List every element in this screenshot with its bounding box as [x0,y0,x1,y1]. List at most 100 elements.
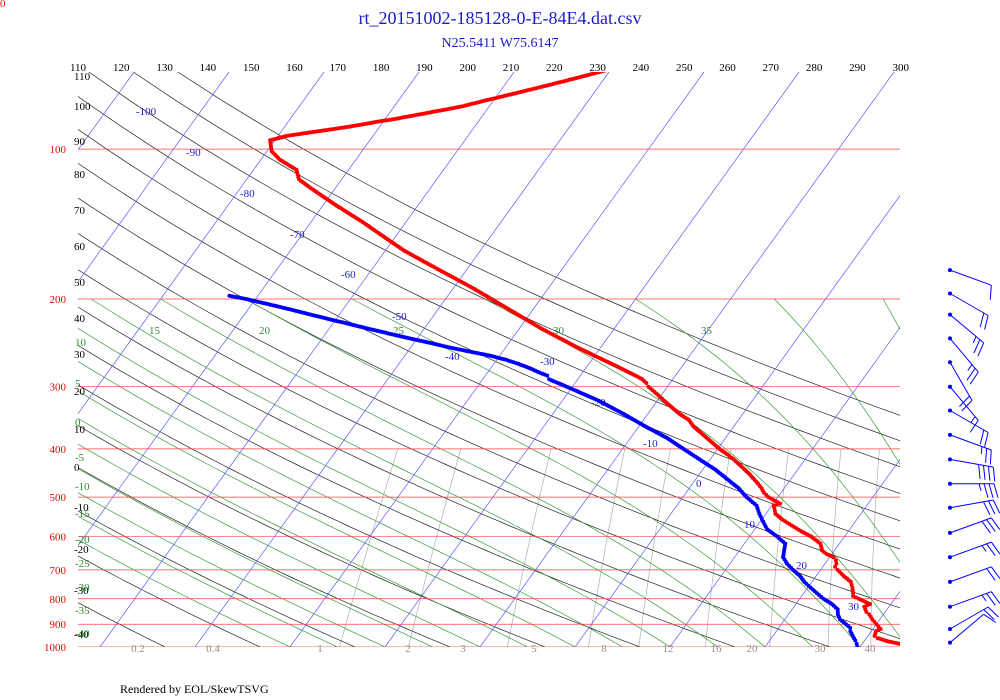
mixing-ratio-line [965,449,968,647]
corner-label: 0 [0,0,6,10]
wind-barb-flag [984,432,989,447]
isotherm-line [955,72,1000,647]
mixing-ratio-label: 2 [405,643,411,655]
isotherm-label: -90 [186,147,201,159]
render-credit: Rendered by EOL/SkewTSVG [120,682,269,696]
wind-barb-flag [989,449,992,465]
sounding-point [646,57,650,61]
dry-adiabat-label: 20 [74,386,86,398]
sounding-point [667,51,671,55]
theta-top-label: 200 [459,62,476,74]
wind-barb [948,432,992,465]
wind-barb-flag [973,339,981,354]
theta-top-label: 290 [849,62,866,74]
dry-adiabat-label: 80 [74,169,86,181]
dry-adiabat-label: 30 [74,349,86,361]
wind-barb-flag [986,593,996,606]
pressure-tick-label: 400 [50,444,67,456]
isotherm-label: -80 [240,188,255,200]
sounding-point [680,47,684,51]
mixing-ratio-label: 40 [865,643,877,655]
sounding-point [694,43,698,47]
moist-adiabat-label: 25 [393,325,405,337]
moist-adiabat-label: 0 [75,417,81,429]
wind-barb-flag [993,483,999,498]
moist-adiabat-label: -20 [75,534,90,546]
wind-barb-staff [949,591,992,608]
wind-barb-staff [949,566,992,583]
wind-barb-half-flag [980,446,983,454]
wind-barb-staff [949,293,989,316]
mixing-ratio-label: 5 [531,643,537,655]
sounding-point [900,642,904,646]
sounding-point [652,55,656,59]
isotherm-label: -10 [643,438,658,450]
wind-barb-flag [987,466,991,481]
wind-barb-flag [983,465,986,480]
mixing-ratio-label: 30 [815,643,827,655]
sounding-point [657,54,661,58]
isotherm-line [78,72,230,283]
wind-barb [948,336,979,385]
wind-barb-half-flag [967,364,973,371]
sounding-point [661,53,665,57]
wind-barb-flag [989,285,992,300]
isotherm-line [194,72,610,647]
wind-barb-flag [966,368,976,381]
dry-adiabat [78,425,546,647]
wind-barb-flag [990,566,1000,579]
moist-adiabat-label: 35 [701,325,713,337]
isotherm-line [764,458,900,647]
wind-barb [948,499,1000,516]
wind-barb-half-flag [972,336,977,344]
moist-adiabat-label: -35 [75,605,90,617]
mixing-ratio-label: 0.2 [131,643,145,655]
sounding-point [867,612,872,617]
theta-top-label: 270 [763,62,780,74]
wind-barb-flag [979,312,985,328]
theta-top-label: 130 [156,62,173,74]
moist-adiabat [484,298,900,638]
wind-barb-staff [949,338,979,373]
moist-adiabat-label: 20 [259,325,271,337]
pressure-tick-label: 800 [50,594,67,606]
sounding-point [676,48,680,52]
moist-adiabat [351,298,861,647]
sounding-point [600,72,605,74]
sounding-point [648,56,652,60]
dry-adiabat [78,344,736,647]
sounding-point [663,52,667,56]
sounding-point [704,40,708,44]
sounding-point [603,72,607,73]
sounding-point [848,629,853,634]
sounding-point [905,643,909,647]
wind-barb-flag [988,483,994,498]
wind-barb-half-flag [978,483,982,491]
moist-adiabat-label: -40 [75,628,90,640]
dry-adiabat [78,555,261,647]
sounding-point [698,42,702,46]
mixing-ratio-line [588,448,626,647]
isotherm-label: -60 [341,269,356,281]
wind-barb-flag [986,543,996,556]
sounding-point [618,65,622,69]
wind-barb-flag [985,448,988,463]
mixing-ratio-label: 3 [460,643,466,655]
wind-barb-staff [949,517,992,534]
sounding-point [650,56,654,60]
isotherm-line [289,72,705,647]
theta-top-label: 140 [200,62,217,74]
pressure-tick-label: 300 [50,382,67,394]
pressure-tick-label: 100 [50,144,67,156]
theta-top-label: 190 [416,62,433,74]
wind-barb-flag [992,499,1000,514]
mixing-ratio-line [408,448,462,647]
wind-barb-staff [949,269,992,286]
dry-adiabat [78,306,831,647]
wind-barb-staff [949,613,985,643]
wind-barb-flag [979,429,985,445]
isotherm-line [78,72,135,151]
isotherm-line [99,72,515,647]
moist-adiabat [245,298,813,647]
wind-barb [948,312,985,357]
